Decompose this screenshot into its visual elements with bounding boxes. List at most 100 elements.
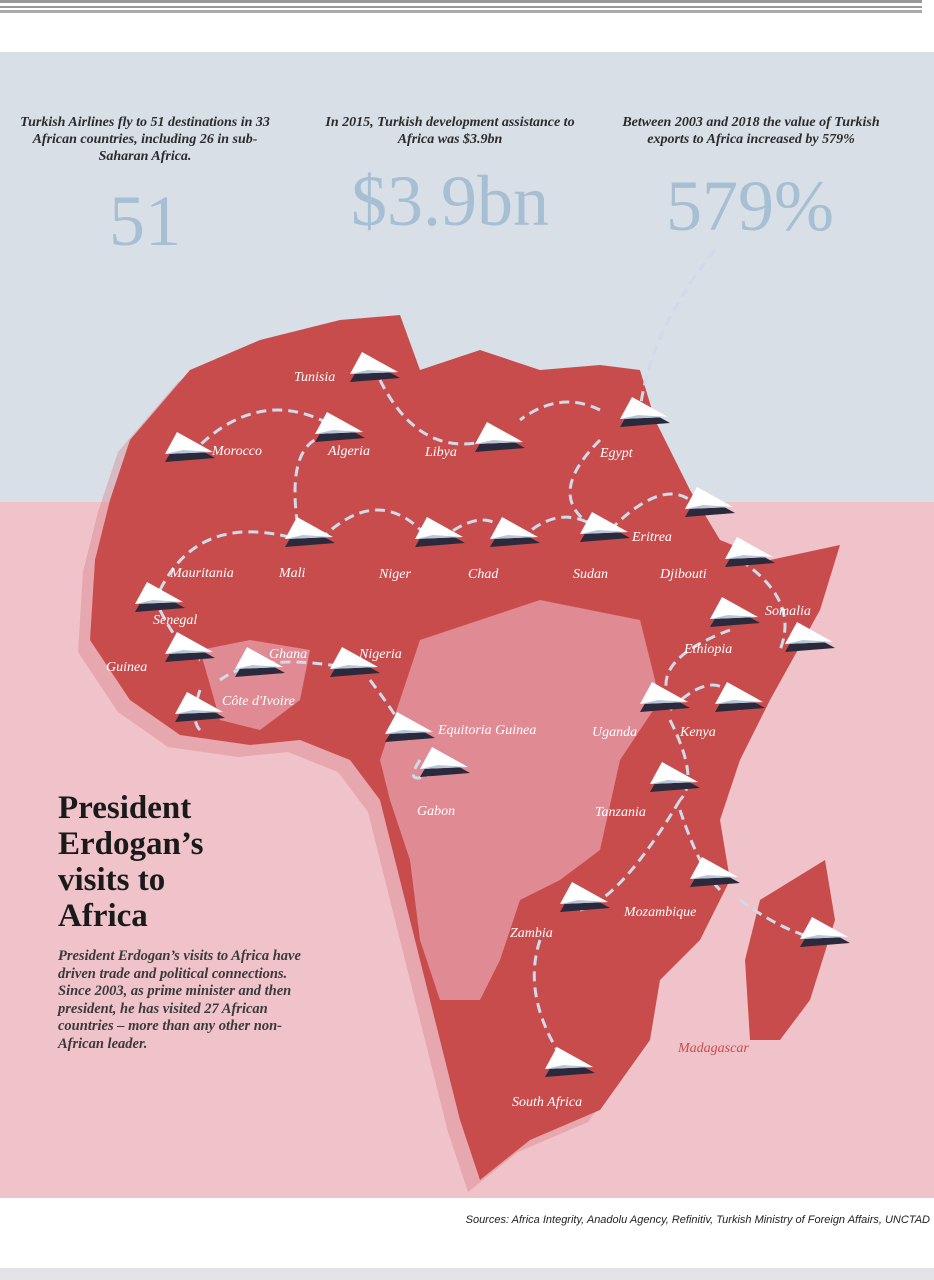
country-label: Ethiopia [683,642,732,657]
country-label: Madagascar [677,1041,749,1056]
country-label: Djibouti [659,567,707,582]
plane [385,712,433,734]
country-label: Somalia [765,604,811,619]
planes [135,352,850,1077]
plane [415,517,463,539]
country-label: Egypt [599,446,634,461]
labels: Tunisia Morocco Algeria Libya Egypt Mauritani… [106,370,811,1110]
plane-wing [415,535,463,539]
plane [620,397,668,419]
plane-wing [725,555,773,559]
plane [640,682,688,704]
plane-wing [135,600,183,604]
plane [165,432,213,454]
body-text: President Erdogan’s visits to Africa hav… [58,948,301,1052]
plane [420,747,468,769]
plane [725,537,773,559]
plane [165,632,213,654]
country-label: Gabon [417,804,455,819]
rule [0,6,922,8]
plane [475,422,523,444]
plane-wing [330,665,378,669]
country-label: Mozambique [623,905,696,920]
plane-wing [235,665,283,669]
plane-wing [690,875,738,879]
country-label: Zambia [510,926,553,941]
stat-figure: 51 [109,181,181,261]
rule [0,10,922,13]
country-label: Morocco [211,444,262,459]
stat-text: In 2015, Turkish development assistance … [325,115,575,147]
plane-wing [165,650,213,654]
country-label: Niger [378,567,411,582]
plane [490,517,538,539]
country-label: Mali [278,566,306,581]
country-label: Chad [468,567,499,582]
madagascar [745,860,835,1040]
country-label: Libya [424,445,457,460]
plane-wing [580,530,628,534]
plane-wing [385,730,433,734]
plane-wing [545,1065,593,1069]
title: President Erdogan’s visits to Africa [58,790,204,934]
plane-wing [650,780,698,784]
stat-text: Turkish Airlines fly to 51 destinations … [20,115,270,164]
plane-wing [490,535,538,539]
country-label: Tunisia [294,370,335,385]
plane [285,517,333,539]
plane-wing [620,415,668,419]
plane [315,412,363,434]
plane-wing [175,710,223,714]
plane-wing [420,765,468,769]
country-label: Côte d'Ivoire [222,694,295,709]
plane [650,762,698,784]
country-label: Equitoria Guinea [437,723,536,738]
rule [0,0,922,3]
sources: Sources: Africa Integrity, Anadolu Agenc… [465,1214,930,1226]
country-label: Eritrea [631,530,672,545]
plane-wing [640,700,688,704]
country-label: Uganda [592,725,637,740]
plane [785,622,833,644]
plane-wing [785,640,833,644]
plane-wing [685,505,733,509]
stat-figure: 579% [666,166,834,246]
plane [135,582,183,604]
country-label: Nigeria [358,647,402,662]
plane [800,917,848,939]
country-label: Guinea [106,660,147,675]
country-label: South Africa [512,1095,582,1110]
plane-wing [475,440,523,444]
plane-wing [165,450,213,454]
plane [545,1047,593,1069]
country-label: Senegal [153,613,197,628]
plane-wing [315,430,363,434]
country-label: Algeria [327,444,370,459]
country-label: Kenya [679,725,716,740]
plane [235,647,283,669]
country-label: Ghana [269,647,307,662]
plane [175,692,223,714]
plane [685,487,733,509]
plane-wing [715,700,763,704]
plane-wing [710,615,758,619]
plane [330,647,378,669]
country-label: Mauritania [169,566,234,581]
stat-text: Between 2003 and 2018 the value of Turki… [622,115,880,147]
plane [690,857,738,879]
plane-wing [350,370,398,374]
country-label: Tanzania [595,805,646,820]
plane [560,882,608,904]
central-africa [380,600,660,1000]
country-label: Sudan [573,567,608,582]
plane [715,682,763,704]
stat-figure: $3.9bn [351,161,549,241]
plane [580,512,628,534]
plane-wing [285,535,333,539]
plane [710,597,758,619]
plane-wing [560,900,608,904]
bottom-bar [0,1268,934,1280]
plane [350,352,398,374]
